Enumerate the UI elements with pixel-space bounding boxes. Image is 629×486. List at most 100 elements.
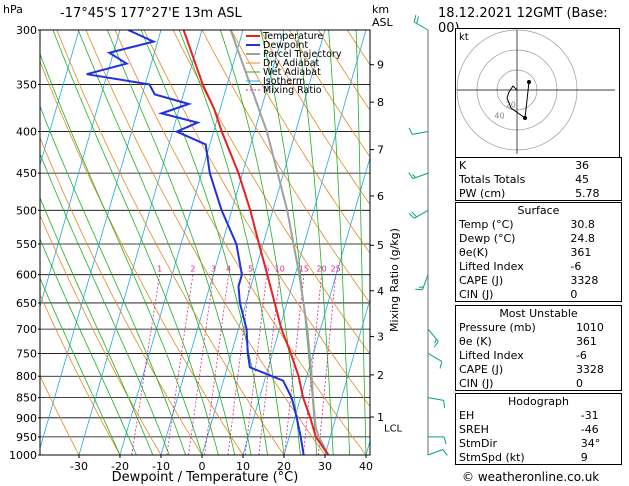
temperature-tick-label: 10 — [236, 460, 250, 473]
most-unstable-panel: Most Unstable Pressure (mb) 1010 θe (K) 36… — [455, 305, 622, 391]
isotherm-line — [283, 156, 370, 455]
altitude-tick-label: 3 — [377, 331, 384, 344]
pressure-tick-label: 1000 — [9, 449, 37, 462]
mixing-ratio-label: 20 — [317, 265, 327, 274]
dry-adiabat-line — [143, 30, 370, 408]
lcl-label: LCL — [384, 423, 403, 434]
altitude-tick-label: 8 — [377, 96, 384, 109]
hodograph-ring-label: 40 — [494, 112, 504, 121]
wet-adiabat-line — [178, 30, 285, 455]
altitude-tick-label: 6 — [377, 190, 384, 203]
pressure-tick-label: 550 — [16, 238, 37, 251]
legend-entry: Dewpoint — [263, 40, 308, 51]
hodograph-unit-label: kt — [459, 32, 469, 43]
mixing-ratio-label: 5 — [248, 265, 253, 274]
wet-adiabat-line — [40, 277, 121, 455]
wet-adiabat-line — [40, 52, 203, 455]
pressure-tick-label: 600 — [16, 269, 37, 282]
index-row: K 36 — [459, 158, 590, 172]
mu-row: Pressure (mb) 1010 — [459, 320, 604, 334]
dry-adiabat-line — [40, 374, 80, 455]
legend-entry: Mixing Ratio — [263, 85, 322, 96]
wet-adiabat-line — [40, 196, 154, 455]
altitude-tick-label: 2 — [377, 369, 384, 382]
dry-adiabat-line — [40, 136, 203, 455]
mixing-ratio-line — [131, 274, 161, 455]
wind-barb — [413, 14, 429, 31]
mu-row: CIN (J) 0 — [459, 376, 583, 390]
wind-barb — [415, 274, 429, 291]
dry-adiabat-line — [40, 293, 121, 455]
wet-adiabat-line — [296, 30, 334, 455]
wind-barb — [428, 436, 447, 445]
pressure-tick-label: 400 — [16, 126, 37, 139]
temperature-tick-label: -10 — [152, 460, 170, 473]
isotherm-line — [78, 30, 203, 455]
pressure-tick-label: 900 — [16, 412, 37, 425]
datetime-title: 18.12.2021 12GMT (Base: 00) — [438, 6, 608, 36]
temperature-tick-label: -30 — [70, 460, 88, 473]
dewpoint-line — [86, 30, 305, 455]
altitude-tick-label: 9 — [377, 59, 384, 72]
pressure-tick-label: 350 — [16, 78, 37, 91]
most-unstable-title: Most Unstable — [499, 306, 578, 320]
pressure-tick-label: 950 — [16, 431, 37, 444]
surface-row: Lifted Index -6 — [459, 259, 582, 273]
dry-adiabat-line — [288, 30, 370, 158]
index-row: Totals Totals 45 — [459, 172, 590, 186]
mixing-ratio-label: 6 — [264, 265, 269, 274]
dry-adiabat-line — [40, 60, 244, 455]
mu-row: CAPE (J) 3328 — [459, 362, 604, 376]
legend-entry: Temperature — [262, 31, 323, 42]
hodo-row: StmSpd (kt) 9 — [459, 450, 588, 464]
wet-adiabat-line — [52, 30, 219, 455]
wind-barb — [427, 328, 439, 348]
surface-row: θe(K) 361 — [459, 245, 592, 259]
temperature-tick-label: 40 — [359, 460, 373, 473]
wind-barb — [427, 353, 443, 369]
pressure-tick-label: 300 — [16, 24, 37, 37]
altitude-tick-label: 7 — [377, 144, 384, 157]
plot-frame — [39, 29, 371, 456]
pressure-tick-label: 450 — [16, 167, 37, 180]
temperature-tick-label: 20 — [277, 460, 291, 473]
wind-barb — [427, 449, 448, 456]
mixing-ratio-label: 15 — [299, 265, 309, 274]
surface-row: CAPE (J) 3328 — [459, 273, 599, 287]
wet-adiabat-line — [40, 152, 170, 455]
isotherm-line — [40, 30, 162, 450]
hodograph-table-panel: Hodograph EH -31 SREH -46 StmDir 34° StmSpd… — [455, 393, 622, 465]
hodograph-ring-label: 20 — [506, 100, 516, 109]
hodograph-point — [527, 80, 531, 84]
location-title: -17°45'S 177°27'E 13m ASL — [60, 6, 242, 21]
altitude-tick-label: 5 — [377, 239, 384, 252]
altitude-tick-label: 1 — [377, 411, 384, 424]
parcel-trajectory-line — [229, 30, 330, 455]
asl-label: ASL — [372, 16, 393, 29]
surface-row: CIN (J) 0 — [459, 287, 578, 301]
wind-barb — [408, 127, 429, 135]
wind-barb — [427, 397, 446, 408]
dry-adiabat-line — [230, 30, 370, 254]
surface-row: Temp (°C) 30.8 — [459, 217, 595, 231]
hodo-row: EH -31 — [459, 408, 599, 422]
mixing-ratio-label: 1 — [157, 265, 162, 274]
surface-panel: Surface Temp (°C) 30.8 Dewp (°C) 24.8 θe(K… — [455, 202, 622, 302]
legend-entry: Parcel Trajectory — [263, 49, 342, 60]
wet-adiabat-line — [328, 30, 350, 455]
pressure-tick-label: 800 — [16, 370, 37, 383]
wet-adiabat-line — [106, 30, 252, 455]
isotherm-line — [160, 30, 285, 455]
hpa-label: hPa — [3, 3, 23, 16]
dry-adiabat-line — [114, 30, 367, 455]
dry-adiabat-line — [172, 30, 370, 355]
surface-row: Dewp (°C) 24.8 — [459, 231, 595, 245]
mixing-ratio-axis-title: Mixing Ratio (g/kg) — [388, 228, 401, 332]
wind-barb — [408, 172, 429, 180]
legend-entry: Wet Adiabat — [263, 67, 321, 78]
isotherm-line — [40, 30, 121, 308]
footer-credit[interactable]: © weatheronline.co.uk — [462, 470, 600, 484]
temperature-tick-label: 0 — [199, 460, 206, 473]
